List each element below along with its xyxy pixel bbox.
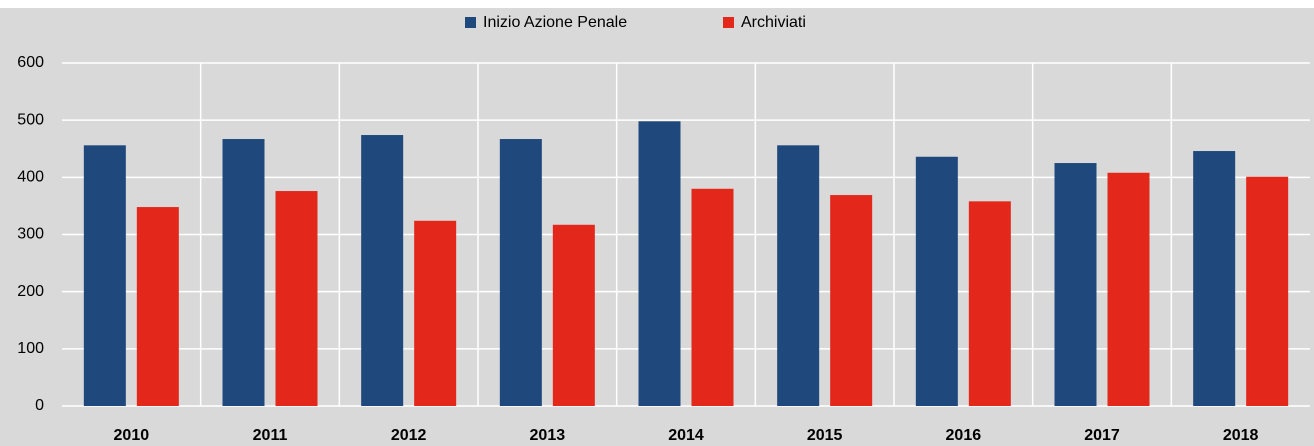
bar bbox=[830, 195, 873, 406]
y-tick-label: 400 bbox=[17, 169, 44, 186]
legend-label: Archiviati bbox=[741, 14, 806, 31]
bar bbox=[222, 139, 265, 406]
y-tick-label: 200 bbox=[17, 283, 44, 300]
bar bbox=[968, 201, 1011, 406]
x-tick-label: 2012 bbox=[391, 427, 427, 444]
bar bbox=[1107, 172, 1150, 406]
bar bbox=[275, 191, 318, 406]
legend-swatch bbox=[723, 17, 734, 28]
legend-label: Inizio Azione Penale bbox=[483, 14, 627, 31]
bar bbox=[136, 207, 179, 406]
bar bbox=[499, 139, 542, 406]
x-tick-label: 2017 bbox=[1084, 427, 1120, 444]
x-tick-label: 2016 bbox=[946, 427, 982, 444]
bar bbox=[1193, 151, 1236, 406]
bar bbox=[915, 156, 958, 406]
x-tick-label: 2010 bbox=[114, 427, 150, 444]
y-tick-label: 500 bbox=[17, 111, 44, 128]
x-tick-label: 2011 bbox=[253, 427, 288, 444]
x-tick-label: 2015 bbox=[807, 427, 843, 444]
y-tick-label: 0 bbox=[35, 397, 44, 414]
bar bbox=[552, 224, 595, 406]
bar bbox=[83, 145, 126, 406]
x-tick-label: 2013 bbox=[530, 427, 566, 444]
bar bbox=[1054, 163, 1097, 406]
bar bbox=[414, 220, 457, 406]
bar bbox=[638, 121, 681, 406]
y-tick-label: 300 bbox=[17, 226, 44, 243]
x-tick-label: 2018 bbox=[1223, 427, 1259, 444]
y-tick-label: 100 bbox=[17, 340, 44, 357]
x-tick-label: 2014 bbox=[668, 427, 704, 444]
y-tick-label: 600 bbox=[17, 54, 44, 71]
bar bbox=[777, 145, 820, 406]
legend-swatch bbox=[465, 17, 476, 28]
bar bbox=[691, 188, 734, 406]
bar bbox=[1246, 176, 1289, 406]
bar bbox=[361, 135, 404, 406]
